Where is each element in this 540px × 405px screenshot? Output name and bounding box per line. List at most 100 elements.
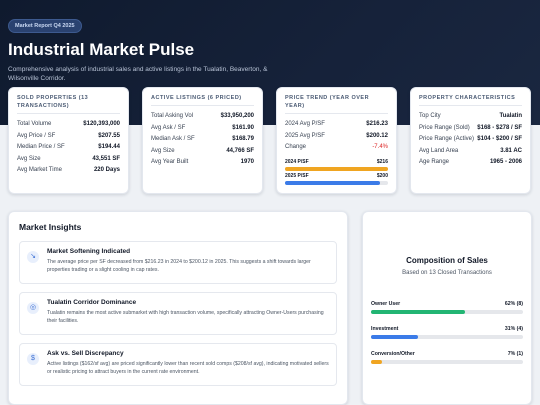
stat-label: Avg Year Built <box>151 159 189 165</box>
stat-label: Top City <box>419 113 441 119</box>
segment-label: Investment 31% (4) <box>371 326 523 333</box>
stat-value: 3.81 AC <box>500 147 522 154</box>
stat-row: Avg Size 43,551 SF <box>17 154 120 166</box>
insight-heading: Tualatin Corridor Dominance <box>47 299 137 306</box>
stat-value: 1965 - 2006 <box>489 159 522 165</box>
trend-bar-label: 2025 P/SF $200 <box>285 173 388 180</box>
segment-fill <box>371 360 382 364</box>
insight-item: ↘ Market Softening Indicated The average p… <box>19 241 337 284</box>
segment-label: Owner User 62% (8) <box>371 301 523 308</box>
stat-value: $104 - $200 / SF <box>477 136 522 142</box>
page-title: Industrial Market Pulse <box>8 40 195 59</box>
stat-value: $207.55 <box>98 132 120 139</box>
insight-item: $ Ask vs. Sell Discrepancy Active listings… <box>19 343 337 386</box>
stat-value: 220 Days <box>93 167 120 173</box>
page-subtitle: Comprehensive analysis of industrial sal… <box>8 66 268 82</box>
sold-properties-card: SOLD PROPERTIES (13 TRANSACTIONS) Total … <box>8 87 129 194</box>
composition-segment: Conversion/Other 7% (1) <box>371 351 523 364</box>
stat-label: 2025 Avg P/SF <box>285 132 325 139</box>
stat-value: $161.90 <box>232 124 254 131</box>
segment-track <box>371 310 523 314</box>
stat-value: $200.12 <box>366 132 388 139</box>
segment-name: Conversion/Other <box>371 351 415 357</box>
price-trend-heading: PRICE TREND (YEAR OVER YEAR) <box>285 94 388 114</box>
segment-name: Owner User <box>371 301 401 307</box>
stat-value: $168 - $278 / SF <box>477 124 522 131</box>
stat-row: Avg Size 44,766 SF <box>151 146 254 158</box>
active-listings-card: ACTIVE LISTINGS (6 PRICED) Total Asking … <box>142 87 263 194</box>
stat-row: Median Price / SF $194.44 <box>17 142 120 154</box>
insight-body: The average price per SF decreased from … <box>47 259 311 273</box>
stat-label: Avg Price / SF <box>17 132 56 139</box>
segment-track <box>371 360 523 364</box>
composition-title: Composition of Sales <box>406 256 488 265</box>
sold-rows: Total Volume $120,393,000 Avg Price / SF $2… <box>17 119 120 177</box>
insight-heading: Market Softening Indicated <box>47 248 131 255</box>
stat-value: Tualatin <box>499 113 522 119</box>
insight-item: ◎ Tualatin Corridor Dominance Tualatin rem… <box>19 292 337 335</box>
insight-body: Tualatin remains the most active submark… <box>47 310 324 324</box>
stat-row: Median Ask / SF $168.79 <box>151 134 254 146</box>
stat-label: Total Asking Vol <box>151 113 194 119</box>
stat-label: Price Range (Active) <box>419 136 475 142</box>
stat-label: Median Ask / SF <box>151 136 195 142</box>
segment-label: Conversion/Other 7% (1) <box>371 351 523 358</box>
active-rows: Total Asking Vol $33,950,200 Avg Ask / SF $… <box>151 111 254 169</box>
active-listings-heading: ACTIVE LISTINGS (6 PRICED) <box>151 94 254 106</box>
stat-value: $216.23 <box>366 121 388 127</box>
trend-bar-track <box>285 180 388 185</box>
stat-label: Change <box>285 144 307 150</box>
stat-row: Price Range (Active) $104 - $200 / SF <box>419 134 522 146</box>
segment-fill <box>371 335 419 339</box>
stat-row: 2024 Avg P/SF $216.23 <box>285 119 388 131</box>
trend-bar-name: 2025 P/SF <box>285 172 309 179</box>
insight-heading: Ask vs. Sell Discrepancy <box>47 350 124 357</box>
composition-segment: Owner User 62% (8) <box>371 301 523 314</box>
trend-bar-value: $200 <box>376 172 388 179</box>
stat-label: Total Volume <box>17 121 52 127</box>
report-badge: Market Report Q4 2025 <box>8 19 82 33</box>
stat-label: Age Range <box>419 159 450 165</box>
property-rows: Top City Tualatin Price Range (Sold) $168 -… <box>419 111 522 169</box>
segment-fill <box>371 310 466 314</box>
stat-row: Total Volume $120,393,000 <box>17 119 120 131</box>
stat-label: Avg Market Time <box>17 167 62 173</box>
property-characteristics-heading: PROPERTY CHARACTERISTICS <box>419 94 522 106</box>
segment-value: 31% (4) <box>504 326 523 332</box>
trend-down-icon: ↘ <box>27 251 39 263</box>
stat-value: $120,393,000 <box>83 121 120 127</box>
stat-row: Avg Year Built 1970 <box>151 157 254 169</box>
stat-row: Avg Land Area 3.81 AC <box>419 146 522 158</box>
segment-value: 62% (8) <box>504 301 523 307</box>
stat-label: 2024 Avg P/SF <box>285 121 325 127</box>
trend-bar-value: $216 <box>376 158 388 165</box>
stat-label: Avg Land Area <box>419 147 459 154</box>
stat-row: Total Asking Vol $33,950,200 <box>151 111 254 123</box>
stat-label: Avg Ask / SF <box>151 124 186 131</box>
stat-value: -7.4% <box>372 144 388 150</box>
stat-value: 43,551 SF <box>92 155 120 162</box>
dollar-icon: $ <box>27 353 39 365</box>
stat-row: Price Range (Sold) $168 - $278 / SF <box>419 123 522 135</box>
stat-value: $33,950,200 <box>220 113 254 119</box>
market-insights-title: Market Insights <box>19 222 82 232</box>
segment-name: Investment <box>371 326 399 332</box>
insight-body: Active listings ($162/sf avg) are priced… <box>47 361 329 375</box>
stat-row: Avg Market Time 220 Days <box>17 165 120 177</box>
insight-list: ↘ Market Softening Indicated The average p… <box>19 241 337 386</box>
property-characteristics-card: PROPERTY CHARACTERISTICS Top City Tualati… <box>410 87 531 194</box>
composition-card: Composition of Sales Based on 13 Closed … <box>362 211 532 405</box>
composition-segments: Owner User 62% (8) Investment 31% (4) Conver… <box>371 301 523 364</box>
location-icon: ◎ <box>27 302 39 314</box>
trend-bar-label: 2024 P/SF $216 <box>285 159 388 166</box>
trend-rows: 2024 Avg P/SF $216.23 2025 Avg P/SF $200.12… <box>285 119 388 154</box>
stat-row: 2025 Avg P/SF $200.12 <box>285 131 388 143</box>
stat-value: $168.79 <box>232 136 254 142</box>
stat-value: 1970 <box>240 159 254 165</box>
segment-track <box>371 335 523 339</box>
stat-row: Top City Tualatin <box>419 111 522 123</box>
stat-value: 44,766 SF <box>226 147 254 154</box>
market-insights-card: Market Insights ↘ Market Softening Indica… <box>8 211 348 405</box>
trend-bar-fill <box>285 180 381 185</box>
composition-segment: Investment 31% (4) <box>371 326 523 339</box>
